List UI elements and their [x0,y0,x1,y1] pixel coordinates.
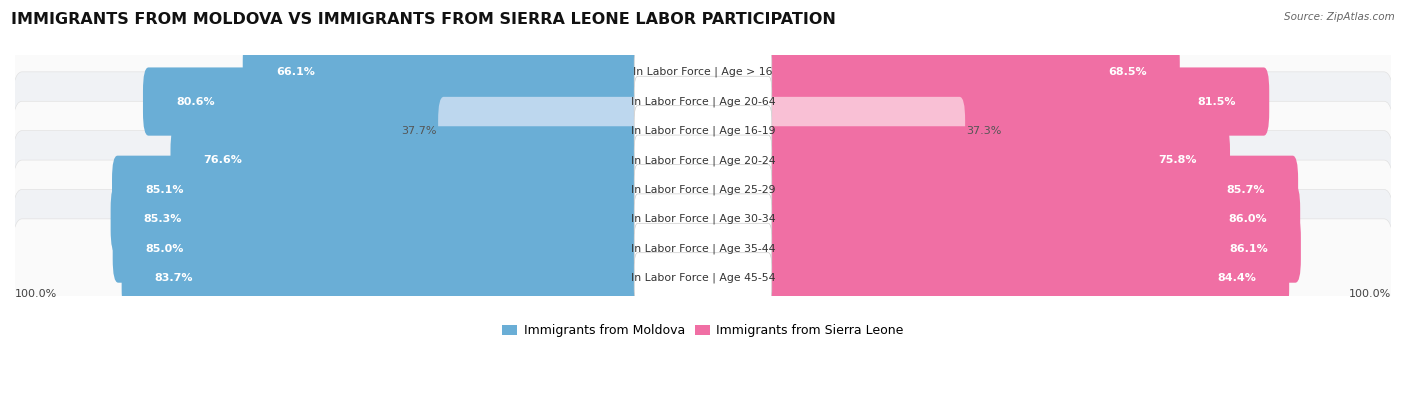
Text: In Labor Force | Age 20-24: In Labor Force | Age 20-24 [631,155,775,166]
Text: 83.7%: 83.7% [155,273,193,283]
FancyBboxPatch shape [11,13,1395,131]
FancyBboxPatch shape [112,156,643,224]
FancyBboxPatch shape [11,131,1395,249]
Text: In Labor Force | Age 16-19: In Labor Force | Age 16-19 [631,126,775,136]
FancyBboxPatch shape [243,38,643,106]
FancyBboxPatch shape [634,106,772,156]
FancyBboxPatch shape [143,68,643,135]
FancyBboxPatch shape [763,68,1270,135]
Text: 37.7%: 37.7% [401,126,437,136]
FancyBboxPatch shape [11,72,1395,190]
Text: 80.6%: 80.6% [176,96,215,107]
Text: IMMIGRANTS FROM MOLDOVA VS IMMIGRANTS FROM SIERRA LEONE LABOR PARTICIPATION: IMMIGRANTS FROM MOLDOVA VS IMMIGRANTS FR… [11,12,837,27]
FancyBboxPatch shape [11,101,1395,220]
Text: In Labor Force | Age 45-54: In Labor Force | Age 45-54 [631,273,775,283]
FancyBboxPatch shape [122,244,643,312]
FancyBboxPatch shape [111,185,643,253]
Text: 85.1%: 85.1% [145,185,184,195]
FancyBboxPatch shape [634,253,772,303]
FancyBboxPatch shape [763,156,1298,224]
FancyBboxPatch shape [170,126,643,194]
FancyBboxPatch shape [763,97,965,165]
Text: 85.3%: 85.3% [143,214,181,224]
Text: In Labor Force | Age 25-29: In Labor Force | Age 25-29 [631,184,775,195]
FancyBboxPatch shape [634,164,772,215]
FancyBboxPatch shape [763,126,1230,194]
FancyBboxPatch shape [11,190,1395,308]
Text: In Labor Force | Age 35-44: In Labor Force | Age 35-44 [631,243,775,254]
FancyBboxPatch shape [439,97,643,165]
Text: 86.1%: 86.1% [1229,244,1268,254]
Text: 85.0%: 85.0% [146,244,184,254]
FancyBboxPatch shape [11,219,1395,337]
Text: Source: ZipAtlas.com: Source: ZipAtlas.com [1284,12,1395,22]
Text: 100.0%: 100.0% [15,289,58,299]
FancyBboxPatch shape [763,244,1289,312]
FancyBboxPatch shape [763,185,1301,253]
Text: 85.7%: 85.7% [1226,185,1265,195]
Text: 75.8%: 75.8% [1159,155,1197,166]
Text: In Labor Force | Age > 16: In Labor Force | Age > 16 [633,67,773,77]
FancyBboxPatch shape [634,47,772,98]
FancyBboxPatch shape [634,194,772,245]
Text: 68.5%: 68.5% [1108,67,1147,77]
FancyBboxPatch shape [634,76,772,127]
Text: In Labor Force | Age 20-64: In Labor Force | Age 20-64 [631,96,775,107]
FancyBboxPatch shape [11,160,1395,278]
FancyBboxPatch shape [763,214,1301,283]
Text: 100.0%: 100.0% [1348,289,1391,299]
Text: 76.6%: 76.6% [204,155,242,166]
FancyBboxPatch shape [634,223,772,274]
FancyBboxPatch shape [11,42,1395,161]
Text: 66.1%: 66.1% [276,67,315,77]
FancyBboxPatch shape [112,214,643,283]
Text: 86.0%: 86.0% [1229,214,1267,224]
Text: 37.3%: 37.3% [966,126,1002,136]
Legend: Immigrants from Moldova, Immigrants from Sierra Leone: Immigrants from Moldova, Immigrants from… [498,320,908,342]
FancyBboxPatch shape [634,135,772,186]
Text: In Labor Force | Age 30-34: In Labor Force | Age 30-34 [631,214,775,224]
FancyBboxPatch shape [763,38,1180,106]
Text: 81.5%: 81.5% [1198,96,1236,107]
Text: 84.4%: 84.4% [1218,273,1256,283]
